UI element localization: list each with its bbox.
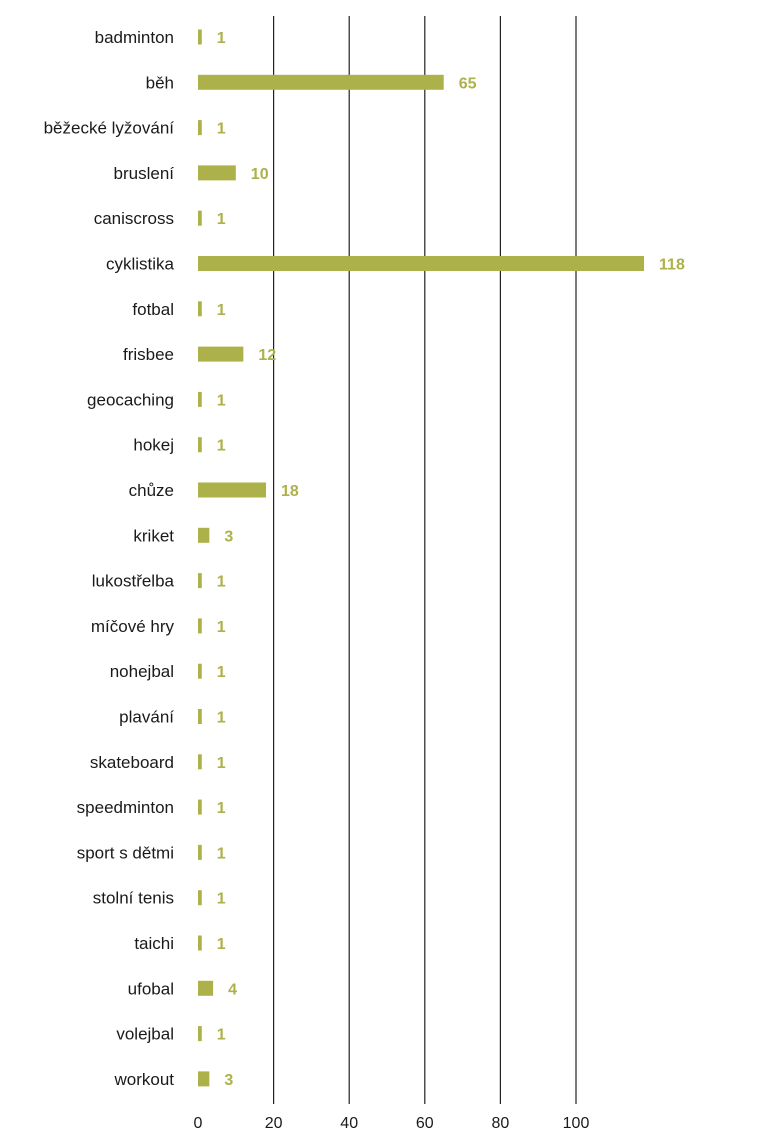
bar-speedminton (198, 799, 202, 815)
value-label: 18 (281, 483, 299, 500)
bar-chůze (198, 482, 267, 498)
category-label: nohejbal (110, 662, 174, 681)
value-label: 1 (217, 1027, 226, 1044)
category-label: stolní tenis (93, 889, 174, 908)
category-label: chůze (129, 481, 174, 500)
category-label: běh (146, 73, 174, 92)
category-label: fotbal (132, 300, 174, 319)
value-label: 12 (258, 347, 276, 364)
category-label: plavání (119, 708, 174, 727)
bars (198, 29, 645, 1087)
x-tick-label: 60 (416, 1115, 434, 1132)
category-label: frisbee (123, 345, 174, 364)
value-label: 1 (217, 30, 226, 47)
value-label: 1 (217, 438, 226, 455)
category-label: hokej (133, 436, 174, 455)
bar-skateboard (198, 754, 202, 770)
category-label: workout (113, 1070, 174, 1089)
category-label: taichi (134, 934, 174, 953)
value-label: 1 (217, 302, 226, 319)
value-label: 4 (228, 981, 237, 998)
value-label: 3 (224, 528, 233, 545)
category-label: míčové hry (91, 617, 175, 636)
value-label: 1 (217, 664, 226, 681)
bar-caniscross (198, 210, 202, 226)
gridlines (273, 16, 577, 1104)
bar-workout (198, 1071, 210, 1087)
category-label: caniscross (94, 209, 174, 228)
category-label: volejbal (116, 1025, 174, 1044)
value-label: 1 (217, 800, 226, 817)
bar-bruslení (198, 165, 236, 181)
bar-cyklistika (198, 256, 645, 271)
category-label: ufobal (128, 979, 174, 998)
bar-badminton (198, 29, 202, 45)
bar-ufobal (198, 980, 214, 996)
bar-frisbee (198, 346, 244, 362)
x-axis-tick-labels: 0 20 40 60 80 100 (194, 1115, 590, 1132)
value-label: 1 (217, 936, 226, 953)
x-tick-label: 100 (563, 1115, 590, 1132)
value-label: 1 (217, 574, 226, 591)
category-label: běžecké lyžování (44, 119, 175, 138)
bar-kriket (198, 527, 210, 543)
value-label: 1 (217, 755, 226, 772)
category-label: kriket (133, 526, 174, 545)
bar-stolní-tenis (198, 890, 202, 906)
bar-lukostřelba (198, 573, 202, 589)
bar-běžecké-lyžování (198, 120, 202, 136)
bar-hokej (198, 437, 202, 453)
category-label: badminton (95, 28, 174, 47)
bar-nohejbal (198, 663, 202, 679)
bar-fotbal (198, 301, 202, 317)
category-labels: badminton běh běžecké lyžování bruslení cani… (44, 28, 175, 1089)
bar-taichi (198, 935, 202, 951)
x-tick-label: 40 (340, 1115, 358, 1132)
value-label: 65 (459, 75, 477, 92)
value-label: 1 (217, 619, 226, 636)
value-label: 1 (217, 121, 226, 138)
value-label: 118 (659, 257, 685, 274)
category-label: skateboard (90, 753, 174, 772)
value-label: 10 (251, 166, 269, 183)
category-label: sport s dětmi (77, 843, 174, 862)
bar-volejbal (198, 1026, 202, 1042)
x-tick-label: 20 (265, 1115, 283, 1132)
category-label: speedminton (77, 798, 174, 817)
bar-míčové-hry (198, 618, 202, 634)
bar-plavání (198, 709, 202, 724)
category-label: bruslení (114, 164, 175, 183)
bar-geocaching (198, 391, 202, 407)
bar-sport-s-dětmi (198, 844, 202, 860)
category-label: cyklistika (106, 255, 175, 274)
x-tick-label: 0 (194, 1115, 203, 1132)
value-label: 1 (217, 845, 226, 862)
value-label: 1 (217, 392, 226, 409)
bar-běh (198, 74, 444, 90)
category-label: geocaching (87, 390, 174, 409)
x-tick-label: 80 (492, 1115, 510, 1132)
value-label: 1 (217, 891, 226, 908)
value-label: 3 (224, 1072, 233, 1089)
value-label: 1 (217, 211, 226, 228)
category-label: lukostřelba (92, 572, 175, 591)
value-label: 1 (217, 710, 226, 727)
